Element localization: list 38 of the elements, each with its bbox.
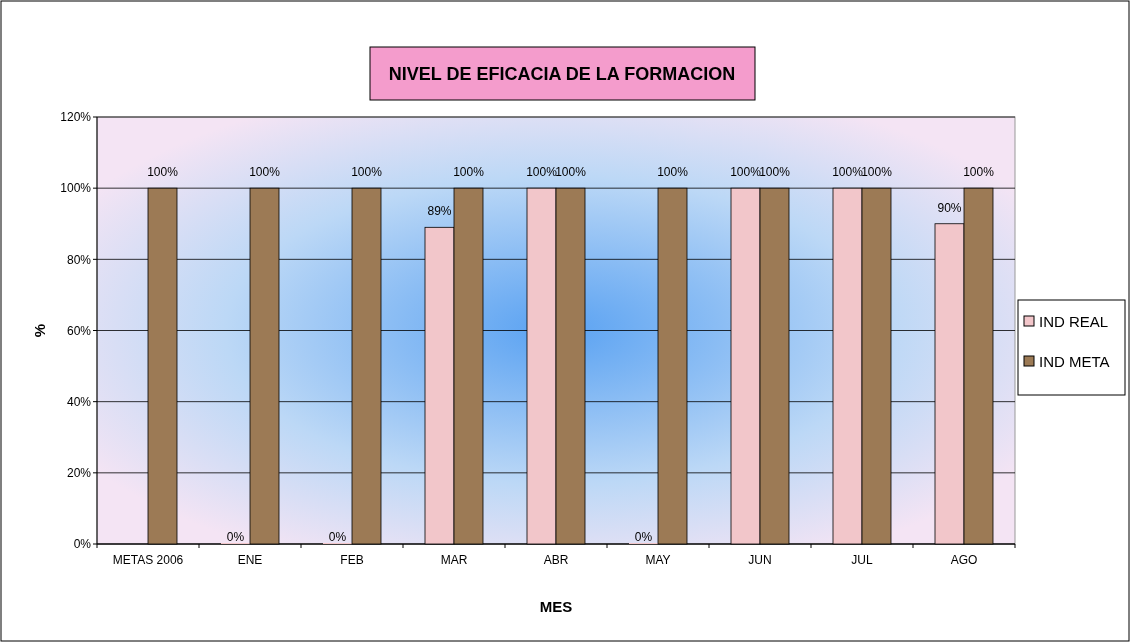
data-label: 100% [147,165,179,180]
y-tick-label: 20% [66,466,92,481]
data-label: 100% [555,165,587,180]
x-tick-label: MAR [440,553,468,567]
x-tick-label: AGO [950,553,978,567]
data-label: 100% [453,165,485,180]
data-label: 100% [249,165,281,180]
x-tick-label: FEB [340,553,364,567]
y-tick-label: 60% [66,323,92,338]
data-label: 100% [351,165,383,180]
legend-label: IND REAL [1039,313,1109,331]
x-tick-label: ABR [543,553,569,567]
data-label: 0% [328,530,347,544]
x-tick-label: METAS 2006 [112,553,184,567]
data-label: 100% [832,165,864,180]
x-axis-title: MES [539,598,573,615]
data-label: 89% [427,204,452,219]
data-label: 0% [634,530,653,544]
data-label: 0% [226,530,245,544]
x-tick-label: ENE [237,553,263,567]
data-label: 100% [657,165,689,180]
y-tick-label: 100% [60,181,92,196]
y-tick-label: 120% [60,110,92,125]
legend-label: IND META [1039,353,1110,371]
data-label: 100% [963,165,995,180]
y-tick-label: 0% [73,537,92,552]
x-tick-label: MAY [645,553,671,567]
x-tick-label: JUN [748,553,772,567]
chart-title: NIVEL DE EFICACIA DE LA FORMACION [388,64,736,84]
data-label: 90% [937,200,962,215]
y-tick-label: 80% [66,252,92,267]
y-axis-title: % [31,323,48,338]
data-label: 100% [861,165,893,180]
data-label: 100% [759,165,791,180]
data-label: 100% [526,165,558,180]
y-tick-label: 40% [66,394,92,409]
data-label: 100% [730,165,762,180]
x-tick-label: JUL [851,553,873,567]
